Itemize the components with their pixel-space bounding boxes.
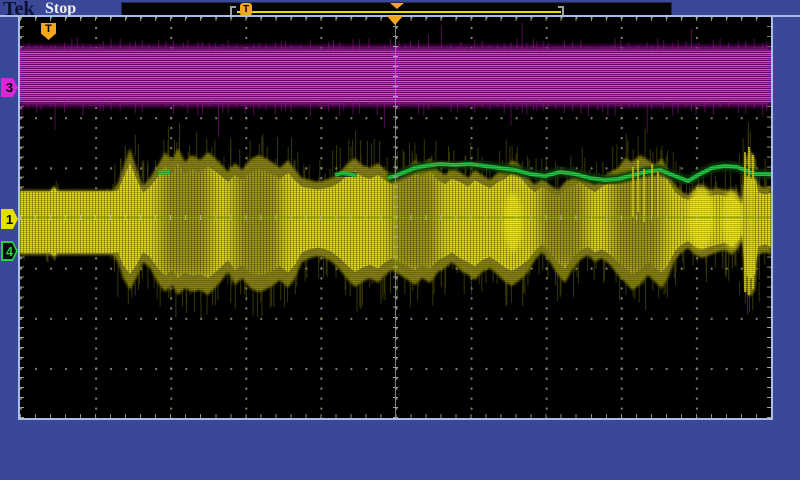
channel-4-marker: 4 bbox=[1, 241, 18, 261]
center-axis-vertical bbox=[395, 17, 396, 418]
acquisition-status: Stop bbox=[45, 0, 77, 17]
channel-1-label: 1 bbox=[5, 211, 14, 227]
channel-4-label: 4 bbox=[5, 243, 14, 259]
graticule bbox=[18, 17, 773, 420]
record-waveform-line bbox=[237, 11, 561, 13]
trigger-position-arrow-icon bbox=[387, 16, 403, 25]
channel-3-label: 3 bbox=[5, 80, 14, 95]
channel-4-marker-inner: 4 bbox=[3, 243, 16, 259]
channel-3-marker: 3 bbox=[1, 78, 18, 97]
record-center-arrow-icon bbox=[390, 3, 404, 9]
channel-1-marker: 1 bbox=[1, 209, 18, 229]
record-trigger-marker: T bbox=[240, 3, 252, 16]
trigger-point-flag: T bbox=[41, 23, 56, 40]
